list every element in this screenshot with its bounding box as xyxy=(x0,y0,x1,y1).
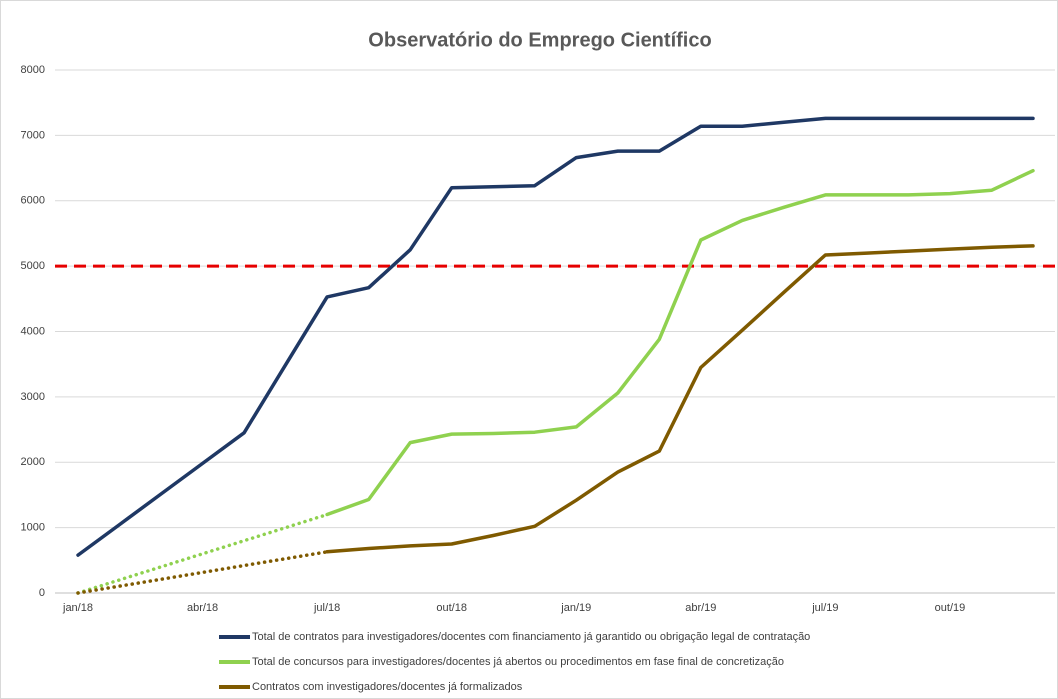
chart-title: Observatório do Emprego Científico xyxy=(368,29,711,51)
x-tick-label: jan/18 xyxy=(62,602,93,614)
legend-label: Total de contratos para investigadores/d… xyxy=(252,631,810,643)
gap-connector xyxy=(76,550,329,595)
y-tick-label: 3000 xyxy=(21,391,45,403)
legend-label: Total de concursos para investigadores/d… xyxy=(252,656,784,668)
x-tick-label: jul/19 xyxy=(811,602,838,614)
y-tick-label: 0 xyxy=(39,587,45,599)
x-tick-label: jul/18 xyxy=(313,602,340,614)
gap-connector xyxy=(76,512,329,595)
series-line xyxy=(76,116,1035,557)
y-tick-label: 7000 xyxy=(21,129,45,141)
legend-label: Contratos com investigadores/docentes já… xyxy=(252,681,523,693)
y-tick-label: 2000 xyxy=(21,456,45,468)
x-tick-label: jan/19 xyxy=(560,602,591,614)
x-tick-label: out/18 xyxy=(436,602,467,614)
y-tick-label: 6000 xyxy=(21,195,45,207)
y-tick-label: 8000 xyxy=(21,64,45,76)
y-tick-label: 1000 xyxy=(21,522,45,534)
x-tick-label: abr/19 xyxy=(685,602,716,614)
x-tick-label: out/19 xyxy=(935,602,966,614)
y-tick-label: 5000 xyxy=(21,260,45,272)
y-tick-label: 4000 xyxy=(21,325,45,337)
x-tick-label: abr/18 xyxy=(187,602,218,614)
series-line xyxy=(325,168,1035,517)
series-line xyxy=(325,244,1035,554)
